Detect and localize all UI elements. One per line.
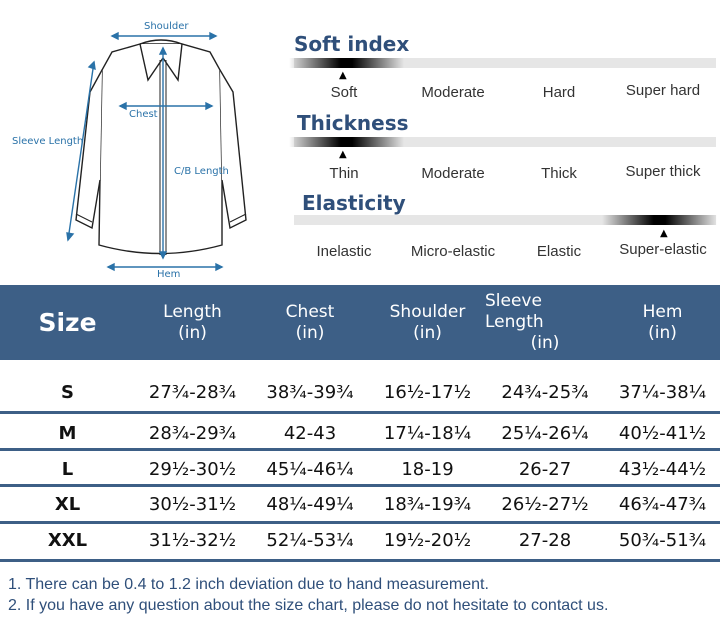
length-cell: 28¾-29¾ — [148, 423, 237, 444]
sleeve-length-cell: 27-28 — [518, 530, 572, 551]
chest-cell: 38¾-39¾ — [266, 382, 354, 403]
header-line1: Length — [163, 301, 222, 322]
soft-index-option: Soft — [330, 84, 358, 101]
size-cell: S — [61, 382, 74, 403]
shoulder-column-header: Shoulder (in) — [370, 285, 485, 360]
thickness-option: Moderate — [421, 165, 485, 182]
row-divider — [0, 521, 720, 524]
table-row: S 27¾-28¾ 38¾-39¾ 16½-17½ 24¾-25¾ 37¼-38… — [0, 375, 720, 410]
sleeve-length-label: Sleeve Length — [12, 136, 84, 147]
soft-index-title: Soft index — [294, 32, 410, 56]
table-row: M 28¾-29¾ 42-43 17¼-18¼ 25¼-26¼ 40½-41½ — [0, 416, 720, 451]
hem-column-header: Hem (in) — [605, 285, 720, 360]
header-line1: Hem — [642, 301, 683, 322]
hem-cell: 37¼-38¼ — [618, 382, 707, 403]
chest-cell: 52¼-53¼ — [266, 530, 354, 551]
chest-column-header: Chest (in) — [250, 285, 370, 360]
shirt-illustration — [66, 31, 247, 272]
length-cell: 30½-31½ — [148, 494, 237, 515]
sleeve-length-cell: 26½-27½ — [501, 494, 589, 515]
thickness-option: Super thick — [625, 163, 701, 180]
length-cell: 29½-30½ — [148, 459, 237, 480]
sleeve-length-cell: 25¼-26¼ — [501, 423, 589, 444]
sleeve-length-cell: 26-27 — [518, 459, 572, 480]
soft-index-option: Hard — [542, 84, 576, 101]
size-cell: L — [61, 459, 74, 480]
elasticity-option: Micro-elastic — [410, 243, 496, 260]
note-2: 2. If you have any question about the si… — [8, 597, 609, 614]
thickness-indicator — [289, 137, 404, 147]
shoulder-label: Shoulder — [144, 21, 189, 32]
shirt-measurement-diagram: Shoulder Chest Sleeve Length C/B Length … — [0, 0, 280, 285]
thickness-bar — [289, 137, 716, 147]
table-bottom-rule — [0, 559, 720, 562]
elasticity-title: Elasticity — [302, 191, 406, 215]
thickness-title: Thickness — [297, 111, 409, 135]
attributes-section: Shoulder Chest Sleeve Length C/B Length … — [0, 0, 720, 285]
size-table-header: Size Length (in) Chest (in) Shoulder (in… — [0, 285, 720, 360]
soft-index-marker-icon: ▲ — [339, 70, 347, 81]
header-line1: Chest — [285, 301, 335, 322]
hem-cell: 43½-44½ — [618, 459, 707, 480]
elasticity-option: Super-elastic — [619, 241, 707, 258]
chest-label: Chest — [129, 109, 158, 120]
table-row: XL 30½-31½ 48¼-49¼ 18¾-19¾ 26½-27½ 46¾-4… — [0, 487, 720, 522]
hem-label: Hem — [157, 269, 181, 280]
cb-length-label: C/B Length — [174, 166, 229, 177]
thickness-option: Thick — [541, 165, 577, 182]
table-row: L 29½-30½ 45¼-46¼ 18-19 26-27 43½-44½ — [0, 452, 720, 487]
header-line2: (in) — [178, 322, 207, 343]
hem-cell: 50¾-51¾ — [618, 530, 707, 551]
sleeve-length-column-header: Sleeve Length (in) — [485, 285, 605, 360]
thickness-option: Thin — [329, 165, 359, 182]
header-line1: Shoulder — [389, 301, 466, 322]
size-column-header: Size — [0, 285, 135, 360]
chest-cell: 48¼-49¼ — [266, 494, 354, 515]
shoulder-cell: 18¾-19¾ — [383, 494, 472, 515]
row-divider — [0, 448, 720, 451]
elasticity-marker-icon: ▲ — [660, 228, 668, 239]
length-column-header: Length (in) — [135, 285, 250, 360]
row-divider — [0, 411, 720, 414]
hem-cell: 40½-41½ — [618, 423, 707, 444]
note-1: 1. There can be 0.4 to 1.2 inch deviatio… — [8, 576, 489, 593]
header-line2: (in) — [648, 322, 677, 343]
shoulder-cell: 17¼-18¼ — [383, 423, 472, 444]
header-line2: (in) — [413, 322, 442, 343]
row-divider — [0, 484, 720, 487]
shoulder-cell: 16½-17½ — [383, 382, 472, 403]
elasticity-option: Elastic — [536, 243, 582, 260]
length-cell: 27¾-28¾ — [148, 382, 237, 403]
header-line2: (in) — [530, 333, 560, 353]
thickness-marker-icon: ▲ — [339, 149, 347, 160]
table-row: XXL 31½-32½ 52¼-53¼ 19½-20½ 27-28 50¾-51… — [0, 523, 720, 558]
soft-index-option: Super hard — [625, 82, 701, 99]
chest-cell: 42-43 — [283, 423, 337, 444]
soft-index-indicator — [289, 58, 404, 68]
header-line1: Sleeve Length — [485, 291, 544, 332]
size-header-label: Size — [38, 308, 97, 337]
size-cell: XL — [54, 494, 81, 515]
shoulder-cell: 19½-20½ — [383, 530, 472, 551]
elasticity-option: Inelastic — [316, 243, 372, 260]
elasticity-bar — [294, 215, 717, 225]
size-cell: XXL — [47, 530, 88, 551]
hem-cell: 46¾-47¾ — [618, 494, 707, 515]
chest-cell: 45¼-46¼ — [266, 459, 354, 480]
length-cell: 31½-32½ — [148, 530, 237, 551]
sleeve-length-cell: 24¾-25¾ — [501, 382, 589, 403]
elasticity-indicator — [602, 215, 717, 225]
header-line2: (in) — [295, 322, 325, 343]
soft-index-option: Moderate — [421, 84, 485, 101]
soft-index-bar — [289, 58, 716, 68]
shoulder-cell: 18-19 — [401, 459, 454, 480]
size-cell: M — [58, 423, 77, 444]
